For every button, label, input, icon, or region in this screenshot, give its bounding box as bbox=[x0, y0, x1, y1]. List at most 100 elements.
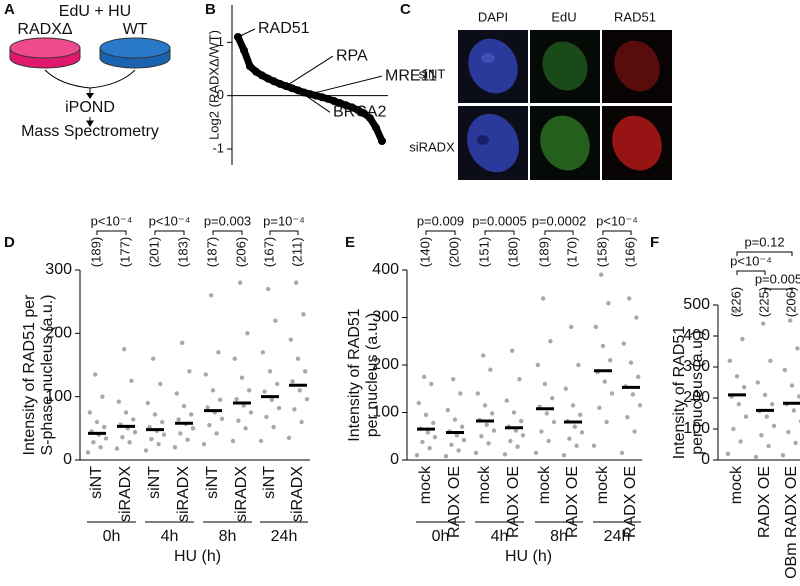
point bbox=[491, 428, 497, 433]
y-axis-label: per nucleus (a.u.) bbox=[364, 313, 381, 438]
point bbox=[771, 423, 777, 429]
point bbox=[185, 437, 190, 442]
point bbox=[238, 280, 243, 285]
p-value: p=0.12 bbox=[744, 234, 784, 249]
point bbox=[236, 418, 241, 423]
point bbox=[342, 101, 350, 110]
count-label: (167) bbox=[261, 237, 276, 267]
p-value: p=0.0002 bbox=[532, 213, 587, 228]
bracket bbox=[736, 251, 793, 256]
bracket bbox=[269, 230, 299, 235]
point bbox=[294, 280, 299, 285]
point bbox=[759, 433, 764, 438]
point bbox=[372, 123, 380, 132]
point bbox=[247, 388, 252, 393]
micrographs bbox=[458, 30, 672, 180]
y-tick-label: 300 bbox=[45, 261, 72, 278]
point bbox=[519, 418, 524, 424]
y-tick-label: 400 bbox=[683, 327, 710, 344]
point bbox=[295, 356, 301, 361]
panel-letter: B bbox=[205, 1, 216, 18]
point bbox=[443, 454, 449, 459]
point bbox=[502, 452, 508, 457]
point bbox=[85, 450, 91, 455]
point bbox=[563, 386, 568, 391]
category-label: RADX OE bbox=[564, 466, 581, 538]
count-label: (158) bbox=[594, 237, 609, 267]
point bbox=[576, 362, 581, 368]
point bbox=[630, 392, 635, 397]
column-header: EdU bbox=[551, 9, 576, 24]
point bbox=[475, 391, 480, 396]
point bbox=[301, 312, 306, 317]
point bbox=[608, 358, 613, 363]
p-value: p<10⁻⁴ bbox=[596, 213, 638, 228]
point bbox=[544, 411, 549, 416]
point bbox=[425, 430, 430, 435]
point bbox=[239, 375, 245, 380]
point bbox=[172, 445, 178, 450]
point bbox=[131, 417, 136, 422]
point bbox=[482, 403, 488, 408]
point bbox=[761, 321, 766, 326]
point bbox=[454, 433, 459, 438]
point bbox=[264, 74, 272, 83]
point bbox=[782, 367, 787, 373]
group-label: 0h bbox=[103, 528, 121, 545]
point bbox=[266, 286, 271, 292]
point bbox=[312, 91, 320, 100]
point bbox=[561, 453, 567, 458]
point bbox=[567, 436, 572, 441]
point bbox=[793, 440, 798, 446]
point bbox=[479, 434, 484, 439]
point bbox=[120, 435, 125, 440]
bracket bbox=[484, 230, 515, 235]
count-label: (211) bbox=[289, 237, 304, 266]
category-label: RADX OE bbox=[622, 466, 639, 538]
point bbox=[486, 441, 491, 446]
group-label: 0h bbox=[432, 528, 450, 545]
y-tick-label: 0 bbox=[217, 87, 224, 102]
point bbox=[160, 419, 165, 425]
point bbox=[416, 400, 421, 406]
point bbox=[103, 436, 109, 441]
point bbox=[260, 350, 265, 355]
point bbox=[484, 422, 489, 428]
point bbox=[127, 440, 132, 445]
point bbox=[190, 426, 196, 431]
y-tick-label: 0 bbox=[63, 451, 72, 468]
point bbox=[422, 374, 427, 380]
arrow bbox=[44, 69, 136, 96]
point bbox=[360, 109, 368, 118]
point bbox=[262, 389, 267, 394]
y-tick-label: -1 bbox=[212, 140, 224, 155]
point bbox=[174, 391, 179, 396]
point bbox=[542, 381, 548, 387]
point bbox=[762, 392, 768, 398]
point bbox=[292, 407, 297, 412]
point bbox=[276, 79, 284, 88]
point bbox=[116, 399, 122, 404]
point bbox=[145, 400, 150, 406]
category-label: siNT bbox=[88, 466, 105, 499]
bracket bbox=[736, 270, 766, 275]
point bbox=[432, 435, 438, 440]
category-label: siRADX bbox=[233, 466, 250, 522]
point bbox=[780, 453, 786, 458]
point bbox=[533, 450, 539, 456]
count-label: (225) bbox=[756, 287, 771, 317]
point bbox=[738, 439, 743, 444]
point bbox=[258, 71, 266, 80]
point bbox=[770, 402, 775, 407]
point bbox=[180, 340, 185, 346]
point bbox=[539, 429, 544, 434]
point bbox=[593, 324, 598, 330]
p-value: p=0.005 bbox=[755, 271, 800, 286]
point bbox=[429, 381, 434, 387]
category-label: siRADX bbox=[117, 466, 134, 522]
point bbox=[788, 318, 793, 323]
point bbox=[420, 439, 425, 445]
count-label: (177) bbox=[117, 237, 132, 267]
point bbox=[354, 106, 362, 115]
